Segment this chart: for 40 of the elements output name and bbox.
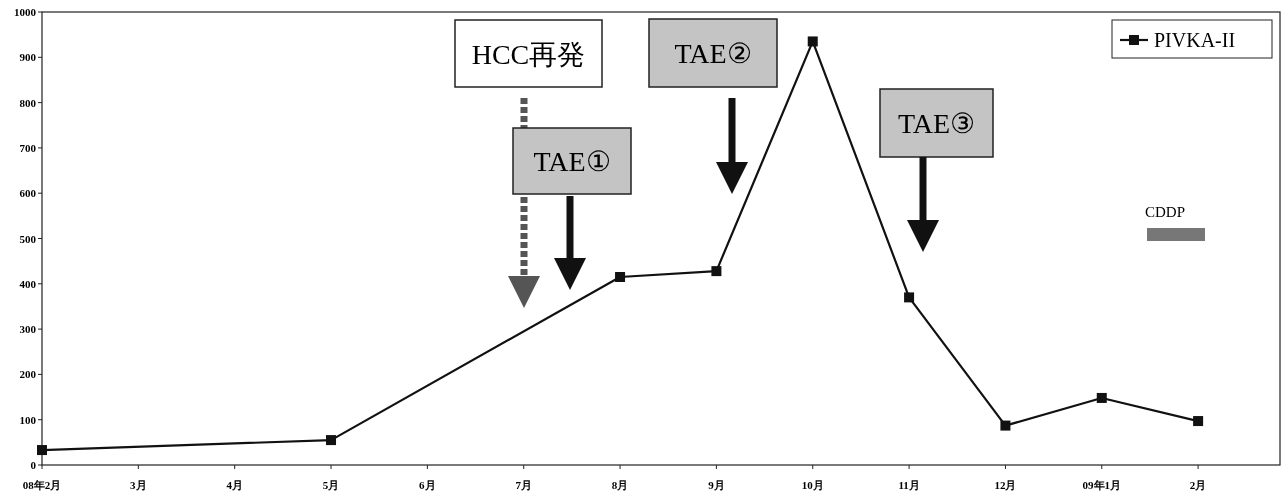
y-tick-label: 300 [19, 323, 37, 336]
point [1193, 416, 1204, 427]
y-tick-label: 700 [19, 141, 37, 154]
y-tick-label: 400 [19, 277, 37, 290]
point [37, 445, 47, 456]
point [615, 272, 626, 283]
y-tick-label: 500 [19, 232, 37, 245]
x-tick-label: 2月 [1189, 479, 1207, 491]
x-tick-label: 9月 [708, 479, 725, 491]
y-tick-label: 900 [19, 51, 37, 64]
x-tick-label: 6月 [419, 479, 436, 491]
point [1096, 392, 1107, 403]
y-tick-label: 800 [19, 96, 37, 109]
x-tick-label: 7月 [515, 479, 532, 491]
legend-label: PIVKA-II [1154, 29, 1236, 51]
point [1000, 420, 1011, 431]
x-tick-label: 8月 [611, 479, 629, 491]
y-tick-label: 600 [19, 187, 37, 200]
y-tick-label: 100 [19, 413, 37, 426]
point [711, 266, 722, 277]
point [326, 435, 337, 446]
annotation: TAE① [533, 146, 611, 177]
legend: PIVKA-II [1111, 19, 1273, 59]
point [807, 36, 818, 47]
y-tick-label: 0 [30, 459, 37, 471]
x-tick-label: 3月 [130, 479, 147, 491]
x-tick-label: 11月 [898, 479, 920, 491]
x-tick-label: 10月 [801, 479, 824, 491]
y-tick-label: 200 [19, 368, 37, 381]
x-tick-label: 12月 [994, 479, 1017, 491]
x-tick-label: 09年1月 [1082, 479, 1122, 491]
annotation: TAE② [674, 38, 752, 69]
x-tick-label: 4月 [226, 479, 243, 491]
annotation: HCC再発 [471, 38, 586, 70]
x-tick-label: 08年2月 [22, 479, 62, 491]
point [904, 292, 915, 303]
x-tick-label: 5月 [322, 479, 340, 491]
annotation: TAE③ [897, 108, 976, 139]
annotation: CDDP [1144, 204, 1186, 220]
y-tick-label: 1000 [14, 6, 37, 18]
